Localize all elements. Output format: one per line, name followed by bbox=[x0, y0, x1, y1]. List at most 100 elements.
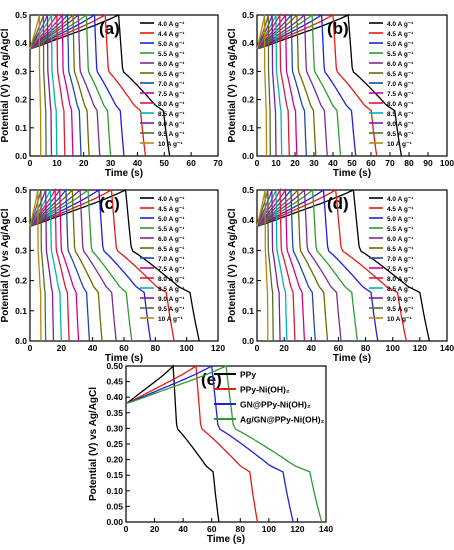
x-tick-label: 0 bbox=[124, 524, 129, 534]
legend-entry: 4.0 A g⁻¹ bbox=[387, 196, 413, 203]
x-tick-label: 120 bbox=[413, 343, 427, 353]
legend-entry: 8.0 A g⁻¹ bbox=[387, 101, 413, 108]
series-line bbox=[256, 14, 271, 156]
series-line bbox=[29, 189, 62, 342]
legend-entry: 9.0 A g⁻¹ bbox=[387, 121, 413, 128]
legend-entry: 6.5 A g⁻¹ bbox=[158, 71, 184, 78]
y-tick-label: 0.3 bbox=[15, 66, 27, 76]
series-line bbox=[29, 13, 112, 157]
series-line bbox=[29, 188, 133, 342]
legend-entry: 4.5 A g⁻¹ bbox=[387, 206, 413, 213]
panel-label: (b) bbox=[327, 19, 349, 38]
series-line bbox=[29, 14, 47, 157]
x-tick-label: 10 bbox=[271, 158, 281, 168]
series-line bbox=[29, 188, 117, 342]
series-line bbox=[29, 188, 103, 342]
series-line bbox=[29, 14, 171, 157]
legend-entry: 5.0 A g⁻¹ bbox=[158, 41, 184, 48]
series-line bbox=[29, 13, 74, 157]
legend-entry: 7.0 A g⁻¹ bbox=[158, 256, 184, 263]
legend-entry: 6.0 A g⁻¹ bbox=[387, 236, 413, 243]
series-line bbox=[256, 189, 288, 342]
y-tick-label: 0.15 bbox=[106, 470, 123, 480]
y-tick-label: 0.1 bbox=[15, 123, 27, 133]
y-tick-label: 0.35 bbox=[106, 408, 123, 418]
legend-entry: 9.5 A g⁻¹ bbox=[387, 306, 413, 313]
x-tick-label: 20 bbox=[57, 343, 67, 353]
series-line bbox=[29, 189, 200, 342]
legend: PPy PPy-Ni(OH)₂ GN@PPy-Ni(OH)₂ Ag/GN@PPy-Ni… bbox=[214, 370, 325, 425]
legend-entry: Ag/GN@PPy-Ni(OH)₂ bbox=[240, 415, 325, 425]
series-line bbox=[256, 14, 277, 157]
legend: 4.0 A g⁻¹ 4.4 A g⁻¹ 5.0 A g⁻¹ 5.5 A g⁻¹ 6.0 … bbox=[140, 21, 184, 148]
y-tick-label: 0.1 bbox=[242, 123, 254, 133]
x-tick-label: 80 bbox=[236, 524, 246, 534]
series-line bbox=[29, 189, 42, 342]
x-tick-label: 0 bbox=[255, 343, 260, 353]
series-line bbox=[256, 188, 359, 342]
series-line bbox=[29, 12, 58, 157]
y-tick-label: 0.20 bbox=[106, 455, 123, 465]
legend-entry: 9.0 A g⁻¹ bbox=[387, 296, 413, 303]
series-line bbox=[256, 13, 342, 157]
legend-entry: 9.5 A g⁻¹ bbox=[158, 306, 184, 313]
x-tick-label: 140 bbox=[440, 343, 454, 353]
x-tick-label: 0 bbox=[28, 158, 33, 168]
series-line bbox=[125, 365, 323, 523]
x-tick-label: 50 bbox=[347, 158, 357, 168]
y-tick-label: 0.2 bbox=[15, 95, 27, 105]
plot-frame bbox=[29, 14, 219, 157]
series-line bbox=[256, 12, 298, 157]
legend-entry: 8.0 A g⁻¹ bbox=[158, 101, 184, 108]
x-tick-label: 10 bbox=[52, 158, 62, 168]
legend-entry: 6.0 A g⁻¹ bbox=[387, 61, 413, 68]
chart-panel-d: 0 20 40 60 80 100 120 140 0.0 0.1 0.2 0.3 0.4 0.5 Time… bbox=[227, 185, 454, 364]
series-line bbox=[29, 188, 91, 342]
legend-entry: 9.5 A g⁻¹ bbox=[158, 131, 184, 138]
series-line bbox=[125, 364, 220, 523]
y-tick-label: 0.30 bbox=[106, 423, 123, 433]
y-tick-label: 0.0 bbox=[242, 151, 254, 161]
y-axis-label: Potential (V) vs Ag/AgCl bbox=[227, 208, 238, 322]
series-line bbox=[29, 13, 147, 157]
y-axis-label: Potential (V) vs Ag/AgCl bbox=[0, 28, 11, 142]
y-tick-label: 0.4 bbox=[15, 38, 27, 48]
legend-entry: 9.0 A g⁻¹ bbox=[158, 296, 184, 303]
x-tick-label: 140 bbox=[319, 524, 333, 534]
series-line bbox=[256, 188, 379, 342]
x-tick-label: 60 bbox=[119, 343, 129, 353]
x-tick-label: 60 bbox=[334, 343, 344, 353]
series-line bbox=[29, 189, 47, 342]
legend-entry: 10 A g⁻¹ bbox=[387, 316, 412, 323]
legend-entry: 8.5 A g⁻¹ bbox=[158, 111, 184, 118]
legend-entry: 5.5 A g⁻¹ bbox=[158, 51, 184, 58]
legend-entry: 7.5 A g⁻¹ bbox=[158, 91, 184, 98]
y-tick-label: 0.4 bbox=[242, 215, 254, 225]
legend-entry: 7.0 A g⁻¹ bbox=[387, 81, 413, 88]
legend-entry: 4.5 A g⁻¹ bbox=[387, 31, 413, 38]
x-tick-label: 120 bbox=[290, 524, 304, 534]
x-tick-label: 70 bbox=[385, 158, 395, 168]
x-axis-label: Time (s) bbox=[105, 353, 143, 364]
y-tick-label: 0.2 bbox=[242, 95, 254, 105]
x-tick-label: 30 bbox=[309, 158, 319, 168]
y-tick-label: 0.5 bbox=[242, 10, 254, 20]
series-line bbox=[256, 14, 268, 156]
y-tick-label: 0.50 bbox=[106, 361, 123, 371]
legend-entry: 10 A g⁻¹ bbox=[158, 316, 183, 323]
legend-entry: 4.0 A g⁻¹ bbox=[387, 21, 413, 28]
x-tick-label: 100 bbox=[180, 343, 194, 353]
x-tick-label: 80 bbox=[404, 158, 414, 168]
y-tick-label: 0.0 bbox=[242, 336, 254, 346]
legend-entry: 6.5 A g⁻¹ bbox=[387, 246, 413, 253]
y-tick-label: 0.5 bbox=[242, 185, 254, 195]
x-axis-label: Time (s) bbox=[105, 168, 143, 179]
series-line bbox=[125, 364, 294, 523]
series-line bbox=[29, 13, 82, 157]
x-tick-label: 20 bbox=[290, 158, 300, 168]
y-tick-label: 0.40 bbox=[106, 392, 123, 402]
y-tick-label: 0.3 bbox=[15, 245, 27, 255]
legend-entry: GN@PPy-Ni(OH)₂ bbox=[240, 400, 311, 410]
series-line bbox=[256, 187, 306, 342]
